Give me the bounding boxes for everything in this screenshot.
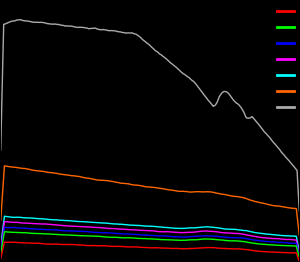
Legend: , , , , , , : , , , , , , <box>276 3 296 117</box>
